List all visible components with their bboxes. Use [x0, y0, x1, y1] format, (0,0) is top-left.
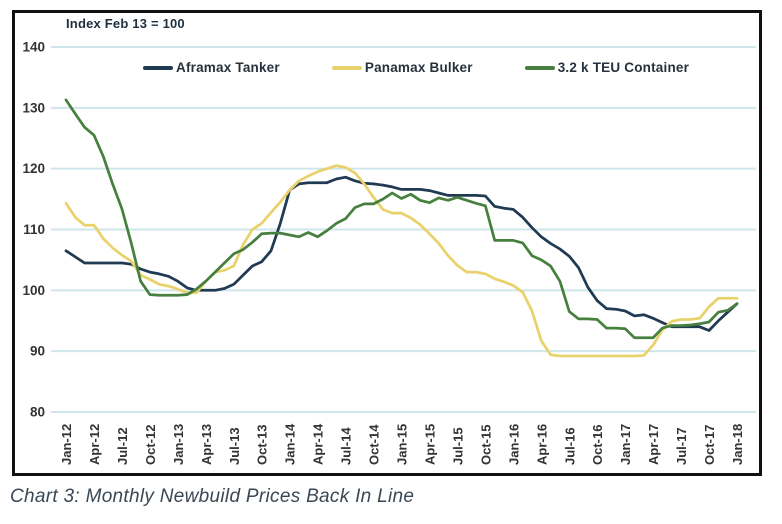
line-chart: 140 130 120 110 100 90 80 Jan-12 Apr-12 Jul-12 Oct… [22, 40, 756, 465]
y-tick-label: 90 [30, 344, 45, 359]
chart-frame: Index Feb 13 = 100 Aframax Tanker Panamax… [12, 10, 762, 476]
x-tick-label: Jul-13 [227, 427, 242, 465]
y-tick-label: 120 [22, 161, 45, 176]
x-tick-label: Jan-18 [730, 424, 745, 465]
chart-legend: Aframax Tanker Panamax Bulker 3.2 k TEU Co… [143, 60, 689, 75]
legend-item: Panamax Bulker [331, 60, 473, 75]
x-tick-label: Oct-14 [367, 424, 382, 465]
series-line-aframax-tanker [64, 175, 739, 332]
x-tick-label: Apr-16 [534, 424, 549, 465]
x-tick-label: Jul-15 [450, 427, 465, 465]
x-tick-label: Jan-17 [618, 424, 633, 465]
x-tick-label: Jan-15 [395, 424, 410, 465]
x-tick-label: Oct-13 [255, 425, 270, 465]
x-tick-label: Jan-13 [171, 424, 186, 465]
x-tick-label: Jan-14 [283, 423, 298, 465]
x-tick-label: Apr-13 [199, 424, 214, 465]
x-tick-label: Apr-12 [87, 424, 102, 465]
y-tick-label: 140 [22, 40, 45, 55]
legend-item: Aframax Tanker [143, 60, 280, 75]
legend-label: Aframax Tanker [176, 60, 280, 75]
legend-line-swatch [143, 65, 173, 70]
legend-item: 3.2 k TEU Container [524, 60, 690, 75]
series-line-panamax-bulker [64, 164, 739, 358]
x-tick-label: Apr-14 [311, 423, 326, 465]
legend-line-swatch [524, 65, 555, 70]
legend-label: Panamax Bulker [364, 60, 473, 75]
index-note: Index Feb 13 = 100 [66, 16, 185, 31]
x-tick-label: Oct-17 [702, 425, 717, 465]
legend-label: 3.2 k TEU Container [557, 60, 690, 75]
x-tick-label: Oct-12 [143, 425, 158, 465]
x-tick-label: Jul-12 [115, 427, 130, 465]
y-tick-label: 110 [23, 222, 45, 237]
x-tick-label: Oct-15 [478, 425, 493, 465]
chart-caption: Chart 3: Monthly Newbuild Prices Back In… [10, 486, 415, 507]
y-tick-label: 130 [22, 100, 45, 115]
y-tick-label: 80 [30, 405, 45, 420]
x-tick-label: Jul-17 [674, 427, 689, 465]
legend-line-swatch [331, 65, 362, 70]
x-tick-label: Jul-16 [562, 427, 577, 465]
x-tick-label: Jan-16 [506, 424, 521, 465]
y-tick-label: 100 [22, 283, 45, 298]
x-tick-label: Jan-12 [59, 424, 74, 465]
x-tick-label: Oct-16 [590, 425, 605, 465]
x-tick-label: Jul-14 [339, 427, 354, 465]
series-line-3-2-k-teu-container [64, 98, 739, 340]
x-tick-label: Apr-15 [422, 424, 437, 465]
x-tick-label: Apr-17 [646, 424, 661, 465]
